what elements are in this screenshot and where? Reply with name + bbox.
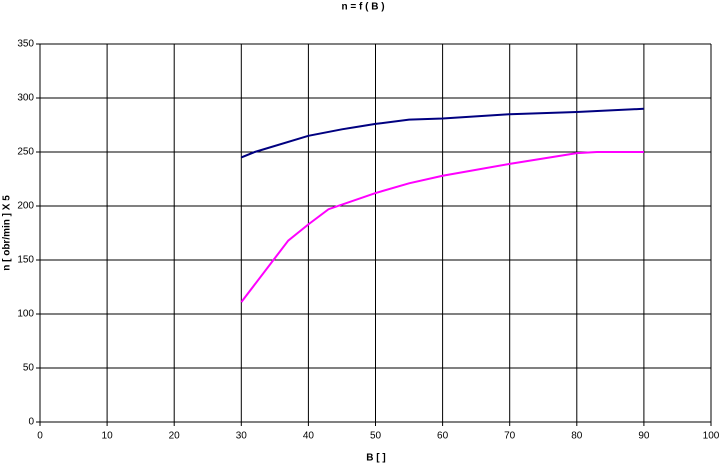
- data-line: [240, 151, 644, 303]
- y-axis-label: n [ obr/min ] X 5: [2, 195, 13, 271]
- x-tick-label: 40: [303, 431, 315, 442]
- x-tick-label: 20: [169, 431, 181, 442]
- y-tick-label: 50: [23, 363, 35, 374]
- x-tick-label: 50: [370, 431, 382, 442]
- data-line: [240, 107, 644, 159]
- x-tick-label: 100: [703, 431, 720, 442]
- x-tick-label: 90: [638, 431, 650, 442]
- chart-title: n = f ( B ): [341, 2, 384, 13]
- y-tick-label: 350: [17, 39, 34, 50]
- x-tick-label: 30: [236, 431, 248, 442]
- x-tick-label: 0: [37, 431, 43, 442]
- y-tick-label: 200: [17, 201, 34, 212]
- y-tick-label: 250: [17, 147, 34, 158]
- y-tick-label: 300: [17, 93, 34, 104]
- x-tick-label: 80: [571, 431, 583, 442]
- x-axis-label: B [ ]: [366, 453, 385, 464]
- x-tick-label: 70: [504, 431, 516, 442]
- y-tick-label: 100: [17, 309, 34, 320]
- x-tick-label: 10: [102, 431, 114, 442]
- y-tick-label: 150: [17, 255, 34, 266]
- y-tick-label: 0: [28, 417, 34, 428]
- x-tick-label: 60: [437, 431, 449, 442]
